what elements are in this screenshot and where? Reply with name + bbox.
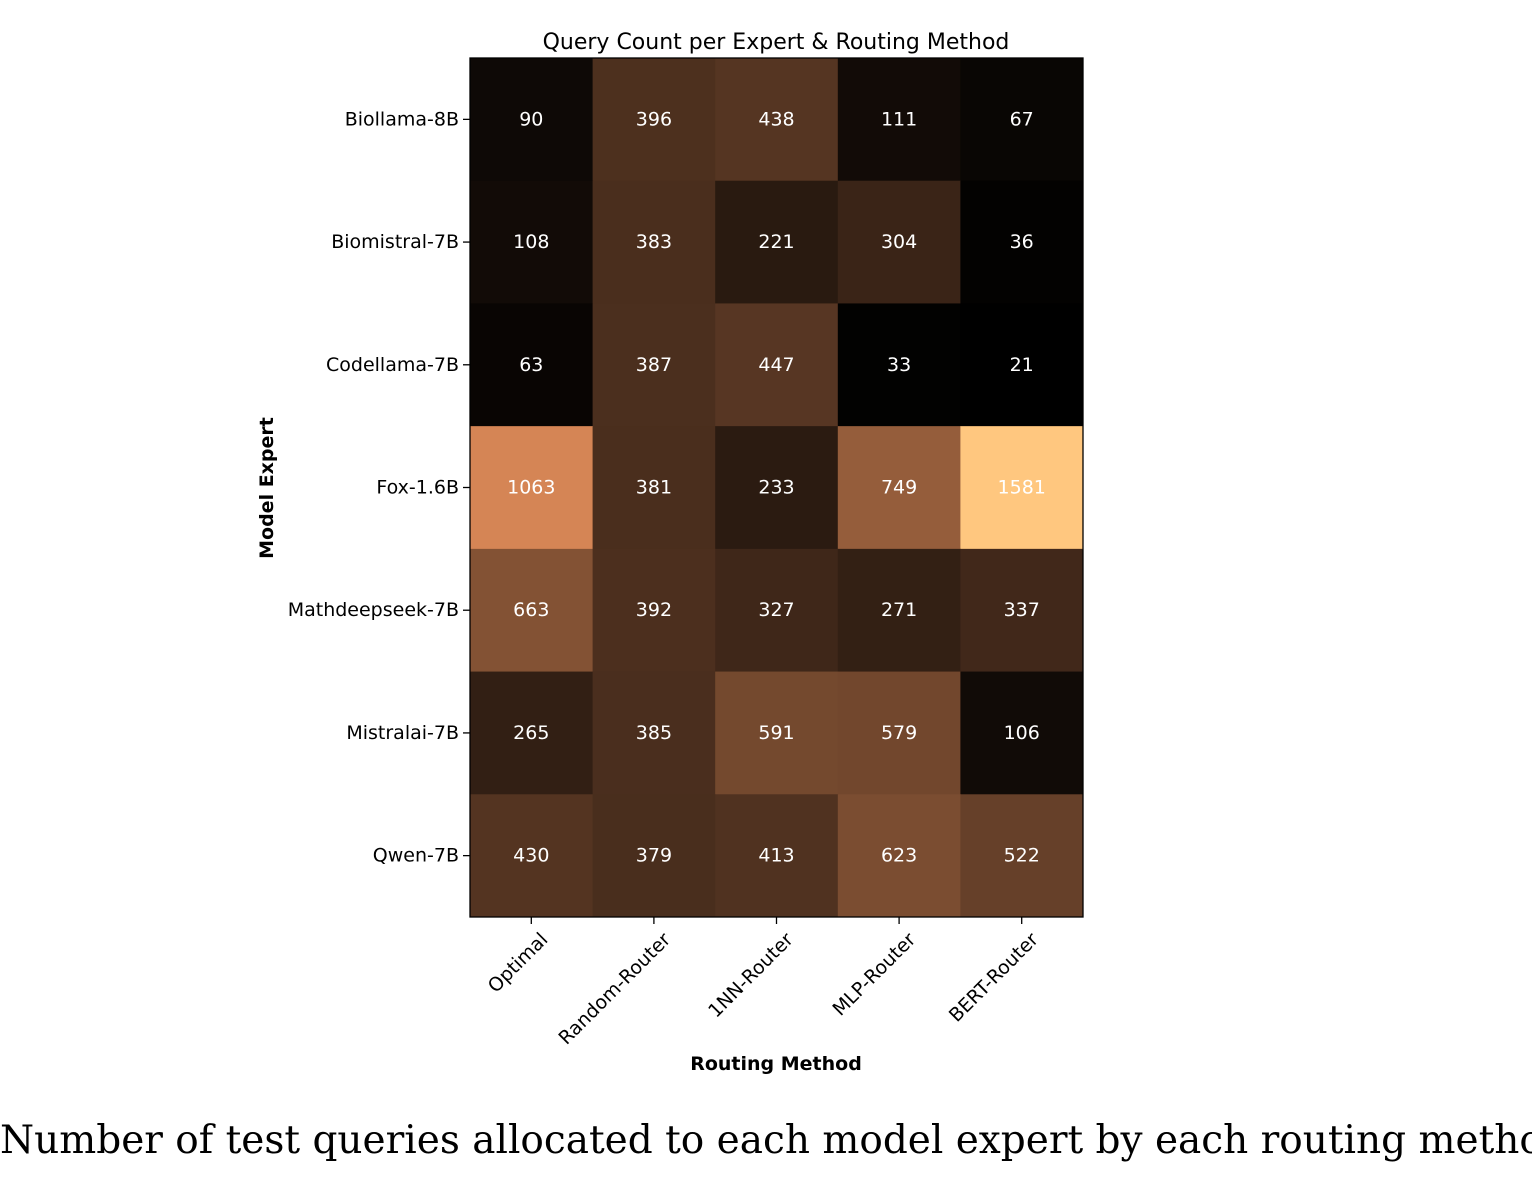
cell-value-label: 381 (636, 477, 672, 499)
cell-value-label: 337 (1004, 599, 1040, 621)
heatmap-cell (470, 794, 594, 918)
heatmap-cell (470, 671, 594, 795)
heatmap-cell (592, 303, 716, 427)
heatmap-cell (715, 548, 839, 673)
y-tick-label: Qwen-7B (373, 845, 459, 867)
y-tick-label: Mathdeepseek-7B (288, 599, 459, 621)
x-tick-label: MLP-Router (828, 928, 920, 1020)
cell-value-label: 663 (513, 599, 549, 621)
cell-value-label: 90 (519, 108, 543, 130)
cell-value-label: 438 (758, 108, 794, 130)
cell-value-label: 21 (1010, 354, 1034, 376)
cell-value-label: 106 (1004, 722, 1040, 744)
heatmap-cell (592, 671, 716, 795)
heatmap-cell (715, 180, 839, 304)
heatmap-cell (470, 58, 594, 182)
cell-value-label: 387 (636, 354, 672, 376)
y-tick-label: Biomistral-7B (331, 231, 459, 253)
y-tick-label: Mistralai-7B (346, 722, 459, 744)
x-tick-label: Optimal (484, 929, 553, 998)
heatmap-cell (592, 794, 716, 918)
heatmap-cells (470, 58, 1084, 918)
heatmap-cell (837, 426, 961, 550)
heatmap-cell (715, 794, 839, 918)
heatmap-cell (715, 426, 839, 550)
cell-value-label: 327 (758, 599, 794, 621)
heatmap-cell (715, 303, 839, 427)
heatmap-cell (837, 794, 961, 918)
cell-value-label: 379 (636, 845, 672, 867)
heatmap-cell (960, 180, 1084, 304)
cell-value-label: 304 (881, 231, 917, 253)
cell-value-label: 579 (881, 722, 917, 744)
heatmap-cell (592, 180, 716, 304)
heatmap-cell (837, 548, 961, 673)
heatmap-cell (715, 671, 839, 795)
heatmap-chart: Query Count per Expert & Routing Method … (256, 30, 1084, 1075)
cell-value-label: 67 (1010, 108, 1034, 130)
cell-value-label: 1581 (998, 477, 1046, 499)
y-axis-title: Model Expert (256, 417, 278, 559)
cell-value-label: 413 (758, 845, 794, 867)
cell-value-labels: 90 396 438 111 67 108 383 221 304 36 63 387 447 33 21 1… (507, 108, 1046, 866)
heatmap-cell (960, 794, 1084, 918)
x-tick-label: 1NN-Router (704, 928, 798, 1022)
cell-value-label: 63 (519, 354, 543, 376)
cell-value-label: 447 (758, 354, 794, 376)
heatmap-cell (960, 303, 1084, 427)
heatmap-cell (960, 671, 1084, 795)
cell-value-label: 111 (881, 108, 917, 130)
heatmap-cell (715, 58, 839, 182)
heatmap-cell (837, 303, 961, 427)
cell-value-label: 33 (887, 354, 911, 376)
cell-value-label: 430 (513, 845, 549, 867)
cell-value-label: 522 (1004, 845, 1040, 867)
y-tick-label: Codellama-7B (326, 354, 459, 376)
figure-caption: Number of test queries allocated to each… (0, 1118, 1532, 1163)
x-tick-label: Random-Router (554, 928, 675, 1049)
cell-value-label: 271 (881, 599, 917, 621)
cell-value-label: 749 (881, 477, 917, 499)
cell-value-label: 108 (513, 231, 549, 253)
heatmap-cell (592, 58, 716, 182)
cell-value-label: 591 (758, 722, 794, 744)
heatmap-cell (960, 548, 1084, 673)
cell-value-label: 383 (636, 231, 672, 253)
heatmap-cell (470, 426, 594, 550)
heatmap-cell (837, 58, 961, 182)
chart-title: Query Count per Expert & Routing Method (543, 30, 1010, 55)
x-axis-title: Routing Method (690, 1053, 862, 1075)
y-tick-label: Biollama-8B (345, 108, 459, 130)
heatmap-cell (960, 58, 1084, 182)
cell-value-label: 396 (636, 108, 672, 130)
heatmap-cell (470, 548, 594, 673)
x-axis-ticks: Optimal Random-Router 1NN-Router MLP-Router… (484, 917, 1043, 1049)
cell-value-label: 233 (758, 477, 794, 499)
cell-value-label: 36 (1010, 231, 1034, 253)
heatmap-cell (837, 180, 961, 304)
y-tick-label: Fox-1.6B (376, 477, 459, 499)
heatmap-cell (960, 426, 1084, 550)
cell-value-label: 265 (513, 722, 549, 744)
cell-value-label: 385 (636, 722, 672, 744)
heatmap-cell (837, 671, 961, 795)
cell-value-label: 221 (758, 231, 794, 253)
heatmap-cell (470, 180, 594, 304)
heatmap-cell (592, 548, 716, 673)
y-axis-ticks: Biollama-8B Biomistral-7B Codellama-7B Fox-… (288, 108, 470, 867)
x-tick-label: BERT-Router (945, 928, 1043, 1026)
cell-value-label: 1063 (507, 477, 555, 499)
cell-value-label: 623 (881, 845, 917, 867)
heatmap-cell (470, 303, 594, 427)
cell-value-label: 392 (636, 599, 672, 621)
heatmap-cell (592, 426, 716, 550)
